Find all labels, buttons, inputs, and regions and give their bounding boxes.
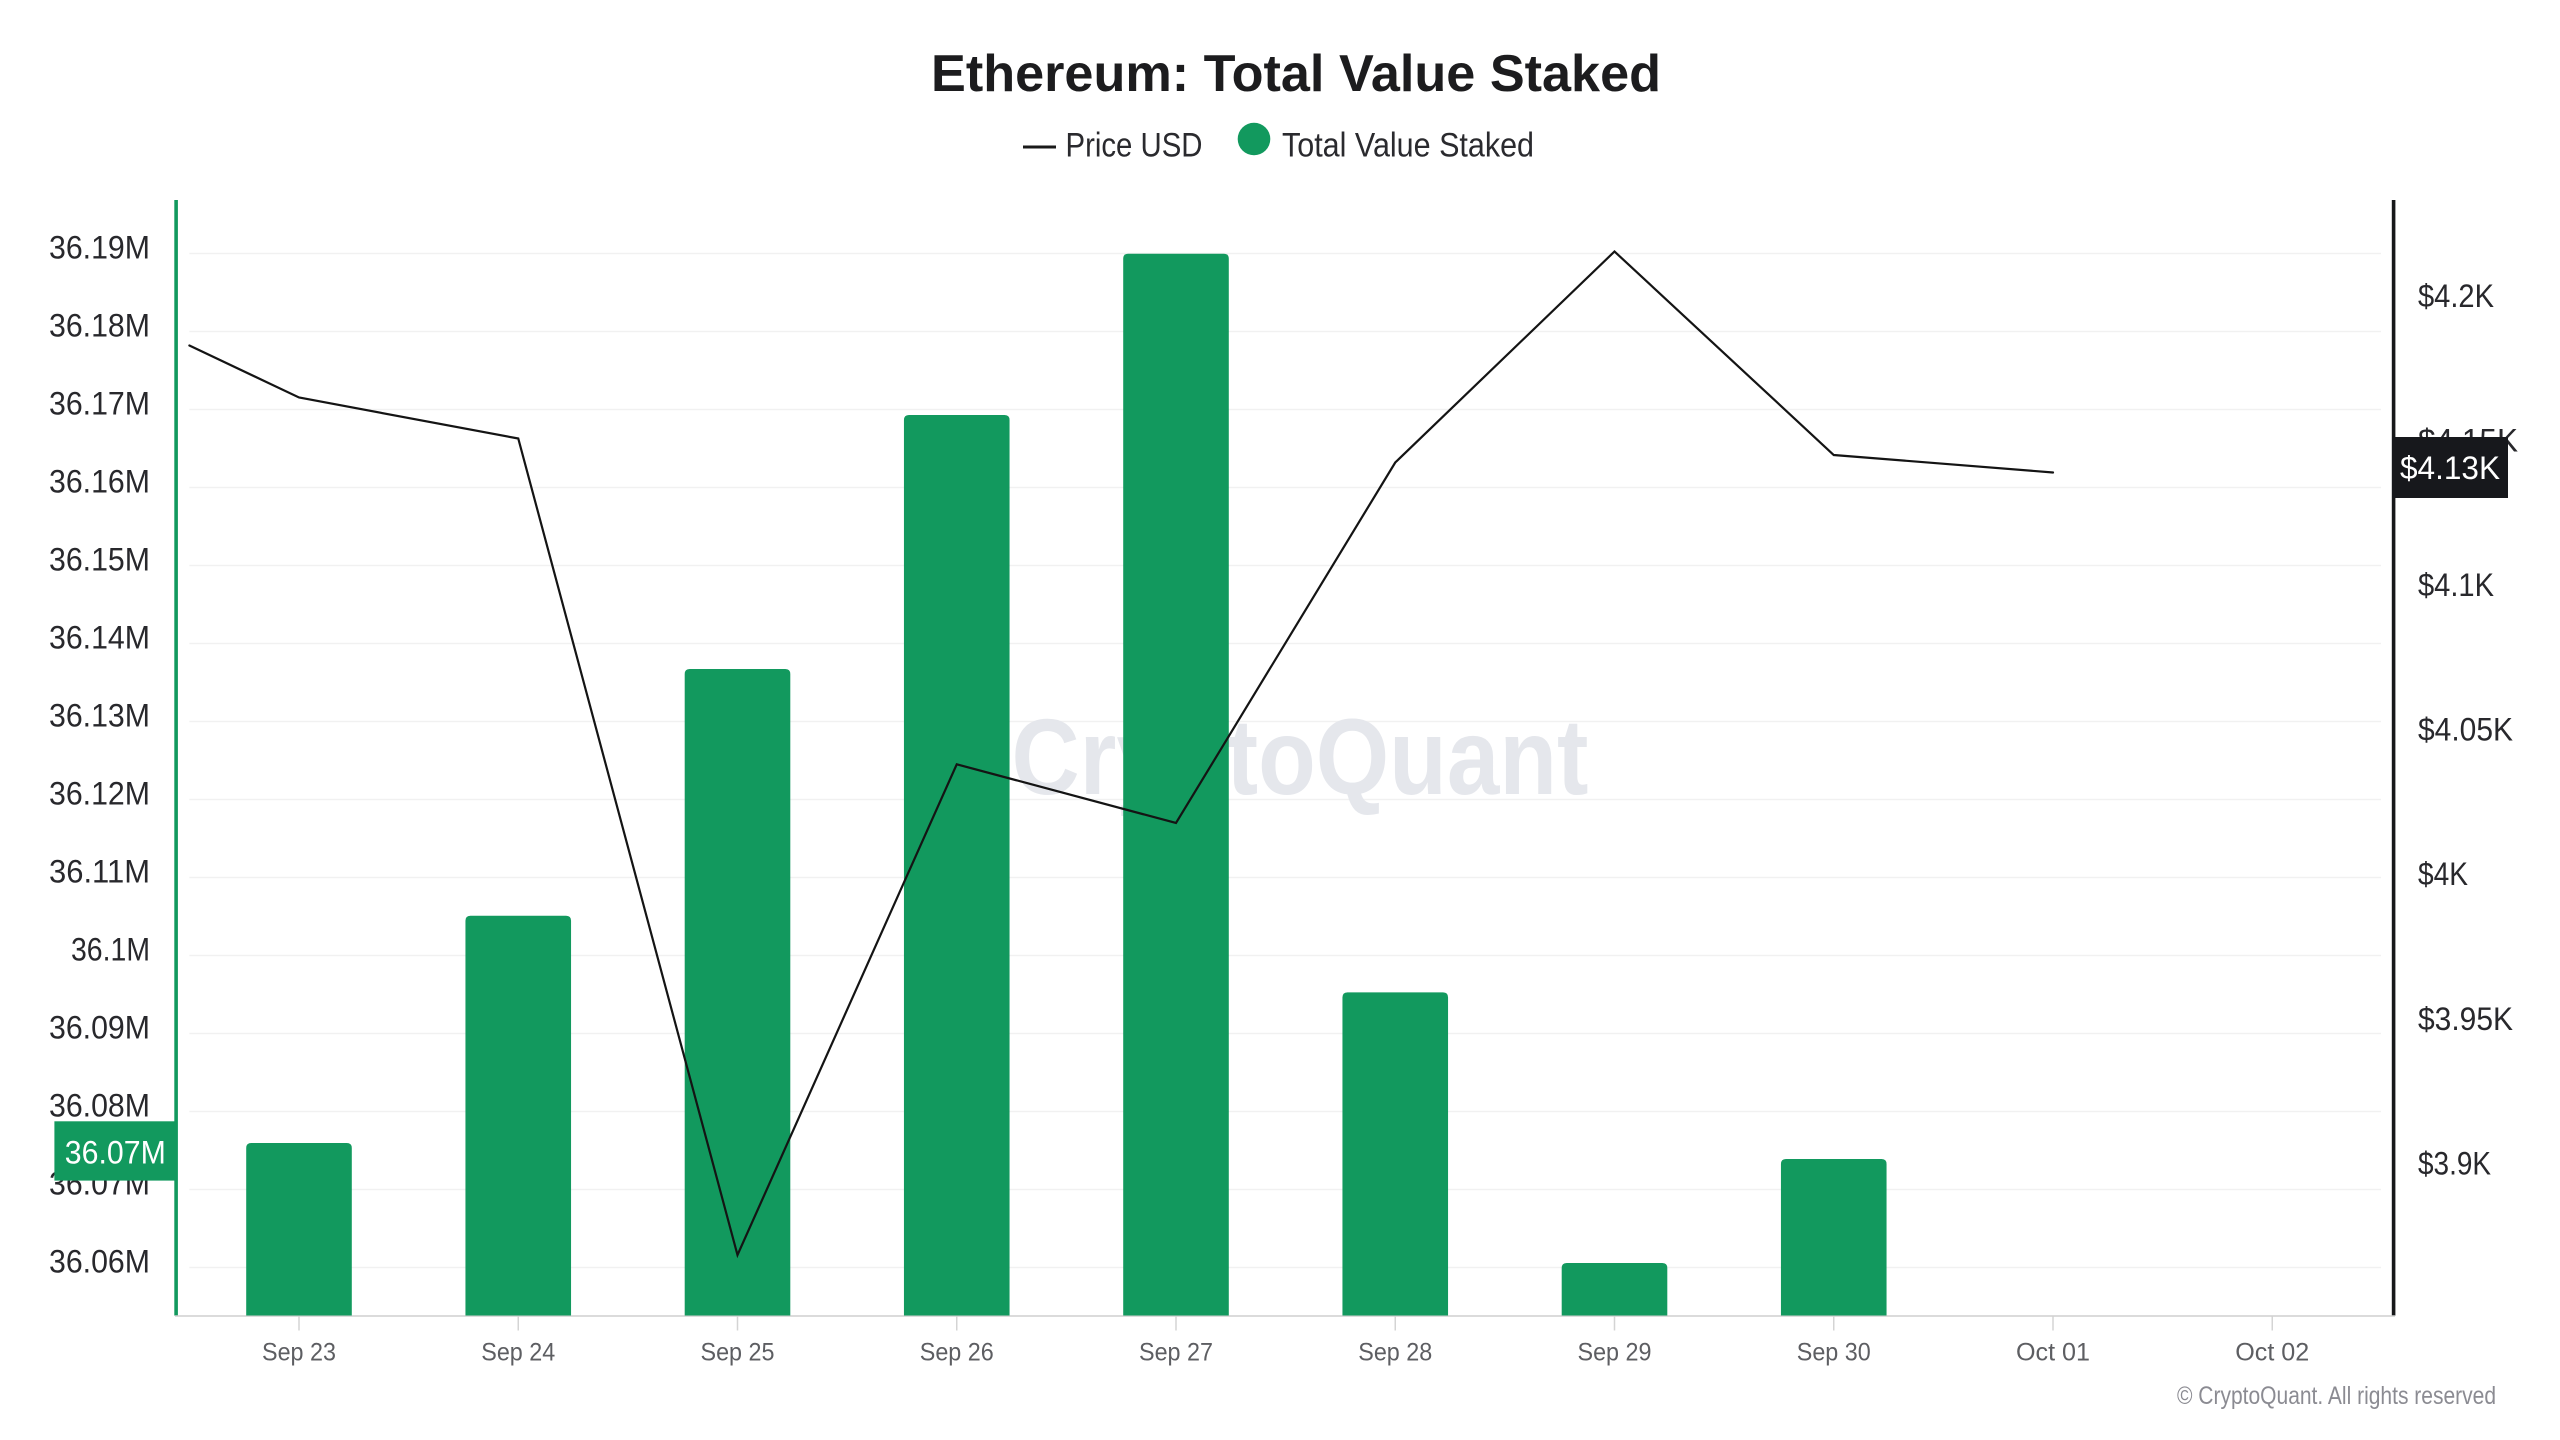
svg-text:$3.9K: $3.9K [2418,1145,2491,1181]
svg-text:36.13M: 36.13M [49,697,150,733]
svg-text:Oct 02: Oct 02 [2235,1338,2309,1366]
svg-text:36.17M: 36.17M [49,385,150,421]
svg-text:Ethereum: Total Value Staked: Ethereum: Total Value Staked [931,45,1661,103]
svg-text:$3.95K: $3.95K [2418,1001,2513,1037]
svg-text:Sep 29: Sep 29 [1578,1338,1652,1366]
svg-text:36.07M: 36.07M [65,1135,166,1171]
svg-text:36.19M: 36.19M [49,229,150,265]
svg-text:36.1M: 36.1M [71,931,150,967]
svg-text:36.15M: 36.15M [49,541,150,577]
svg-text:Oct 01: Oct 01 [2016,1338,2090,1366]
svg-text:© CryptoQuant. All rights rese: © CryptoQuant. All rights reserved [2177,1382,2496,1410]
svg-text:Sep 26: Sep 26 [920,1338,994,1366]
svg-text:36.14M: 36.14M [49,619,150,655]
svg-text:36.08M: 36.08M [49,1087,150,1123]
svg-text:36.18M: 36.18M [49,307,150,343]
svg-text:CryptoQuant: CryptoQuant [1012,696,1589,817]
svg-text:Sep 23: Sep 23 [262,1338,336,1366]
svg-text:Price USD: Price USD [1066,126,1203,164]
svg-text:Sep 28: Sep 28 [1358,1338,1432,1366]
svg-text:36.16M: 36.16M [49,463,150,499]
svg-text:36.09M: 36.09M [49,1009,150,1045]
svg-text:36.06M: 36.06M [49,1243,150,1279]
svg-text:Sep 30: Sep 30 [1797,1338,1871,1366]
svg-text:36.12M: 36.12M [49,775,150,811]
svg-text:$4.05K: $4.05K [2418,712,2513,748]
svg-text:36.11M: 36.11M [49,853,150,889]
svg-text:$4K: $4K [2418,856,2468,892]
svg-text:Total Value Staked: Total Value Staked [1282,126,1534,164]
svg-text:Sep 27: Sep 27 [1139,1338,1213,1366]
svg-text:Sep 24: Sep 24 [481,1338,555,1366]
svg-text:Sep 25: Sep 25 [701,1338,775,1366]
svg-text:$4.2K: $4.2K [2418,278,2494,314]
svg-text:$4.13K: $4.13K [2400,450,2500,486]
svg-text:$4.1K: $4.1K [2418,567,2494,603]
